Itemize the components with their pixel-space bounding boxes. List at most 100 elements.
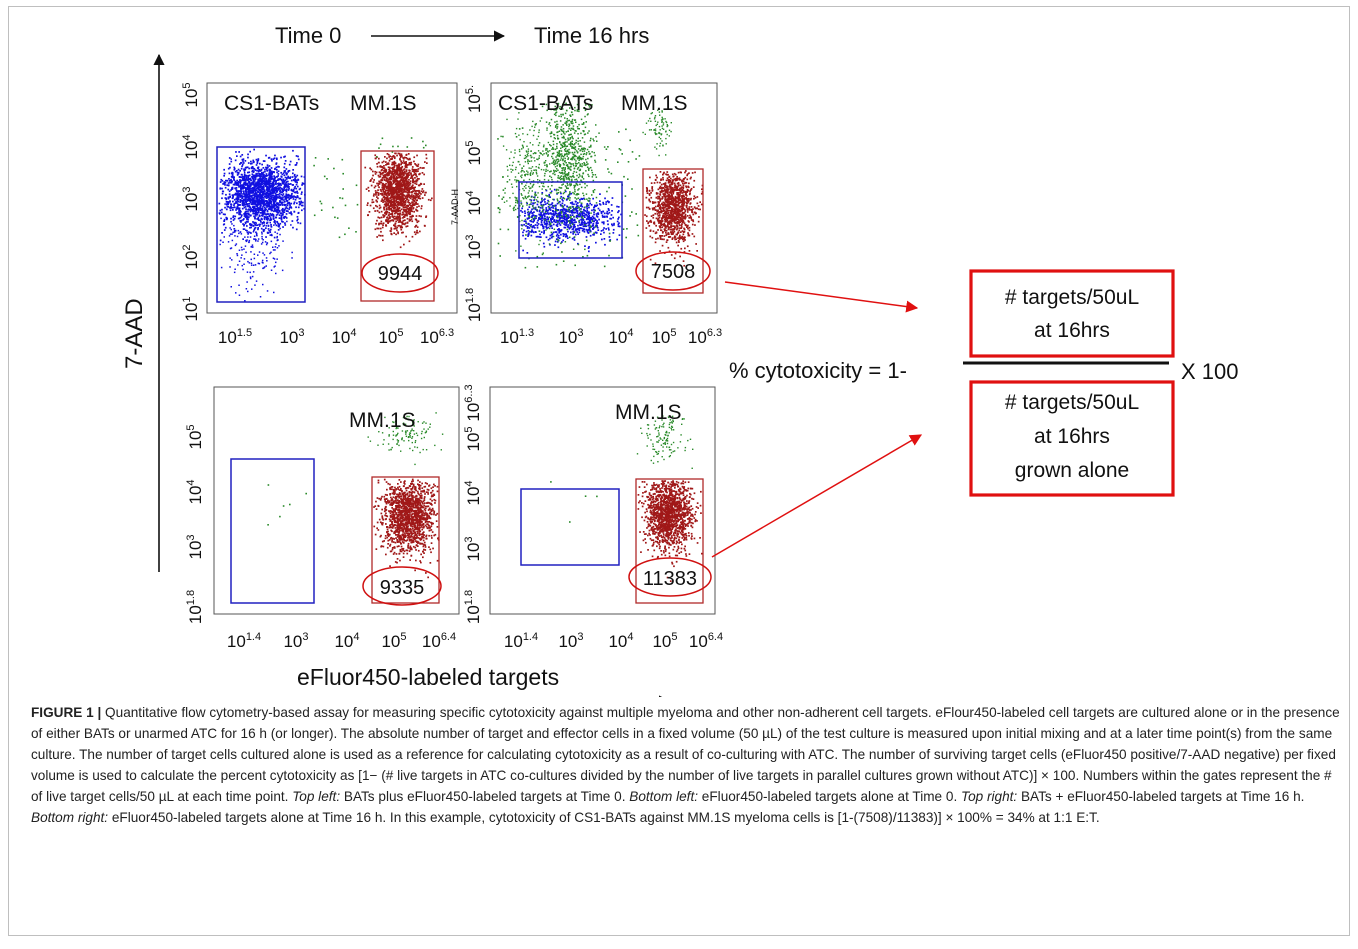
event-dot	[427, 198, 430, 201]
event-dot	[248, 239, 251, 242]
event-dot	[228, 235, 231, 237]
event-dot	[562, 135, 565, 138]
event-dot	[561, 178, 563, 180]
event-dot	[279, 227, 281, 230]
event-dot	[265, 225, 268, 227]
event-dot	[418, 191, 420, 194]
event-dot	[382, 222, 385, 225]
event-dot	[564, 138, 567, 141]
event-dot	[396, 212, 399, 215]
event-dot	[281, 269, 284, 272]
event-dot	[612, 228, 615, 231]
event-dot	[262, 188, 265, 190]
event-dot	[255, 172, 258, 175]
event-dot	[250, 262, 253, 264]
event-dot	[275, 224, 278, 227]
event-dot	[288, 183, 291, 186]
event-dot	[396, 219, 399, 221]
event-dot	[588, 223, 591, 225]
event-dot	[400, 167, 403, 169]
event-dot	[274, 177, 276, 179]
event-dot	[409, 169, 411, 172]
event-dot	[410, 174, 413, 177]
event-dot	[415, 194, 417, 196]
event-dot	[240, 174, 243, 176]
event-dot	[394, 225, 396, 228]
event-dot	[261, 214, 263, 217]
event-dot	[262, 262, 264, 264]
event-dot	[237, 191, 240, 193]
event-dot	[274, 207, 277, 210]
event-dot	[567, 176, 570, 179]
event-dot	[265, 204, 267, 207]
event-dot	[375, 192, 377, 194]
event-dot	[418, 195, 421, 197]
event-dot	[261, 207, 264, 209]
event-dot	[586, 166, 589, 168]
event-dot	[261, 196, 264, 199]
event-dot	[574, 197, 576, 199]
event-dot	[258, 201, 260, 204]
event-dot	[401, 192, 404, 195]
event-dot	[398, 207, 401, 209]
event-dot	[576, 217, 579, 220]
event-dot	[403, 170, 406, 173]
event-dot	[406, 180, 408, 182]
event-dot	[405, 187, 407, 189]
event-dot	[297, 155, 299, 158]
event-dot	[232, 209, 234, 211]
event-dot	[267, 228, 270, 230]
event-dot	[275, 205, 278, 207]
event-dot	[247, 260, 249, 263]
event-dot	[381, 194, 383, 196]
event-dot	[365, 188, 368, 190]
event-dot	[379, 165, 382, 167]
event-dot	[268, 189, 270, 192]
event-dot	[296, 219, 298, 222]
event-dot	[277, 173, 280, 175]
event-dot	[558, 115, 560, 117]
event-dot	[240, 216, 243, 218]
event-dot	[416, 165, 418, 167]
event-dot	[376, 219, 378, 222]
event-dot	[549, 234, 552, 237]
event-dot	[246, 271, 249, 273]
event-dot	[291, 220, 294, 222]
event-dot	[221, 192, 224, 195]
event-dot	[251, 170, 253, 173]
event-dot	[562, 142, 564, 144]
event-dot	[264, 241, 267, 243]
event-dot	[575, 139, 577, 142]
event-dot	[245, 195, 247, 197]
event-dot	[394, 174, 397, 176]
event-dot	[383, 195, 385, 198]
event-dot	[255, 222, 257, 224]
event-dot	[401, 202, 404, 205]
event-dot	[267, 182, 270, 185]
event-dot	[234, 182, 237, 185]
event-dot	[251, 196, 253, 198]
event-dot	[397, 170, 399, 173]
event-dot	[257, 172, 259, 175]
event-dot	[391, 161, 394, 164]
event-dot	[378, 171, 381, 174]
event-dot	[598, 209, 601, 212]
event-dot	[229, 200, 231, 202]
dots-top-right	[497, 102, 704, 269]
event-dot	[293, 195, 295, 198]
event-dot	[411, 214, 414, 217]
event-dot	[384, 171, 386, 174]
event-dot	[250, 251, 252, 253]
event-dot	[401, 231, 403, 234]
event-dot	[385, 169, 388, 171]
event-dot	[385, 205, 387, 208]
event-dot	[375, 171, 378, 174]
event-dot	[414, 202, 417, 204]
event-dot	[243, 175, 246, 177]
event-dot	[549, 132, 551, 135]
event-dot	[252, 187, 254, 189]
event-dot	[300, 204, 303, 207]
event-dot	[411, 220, 414, 223]
event-dot	[282, 208, 284, 210]
event-dot	[424, 191, 427, 194]
